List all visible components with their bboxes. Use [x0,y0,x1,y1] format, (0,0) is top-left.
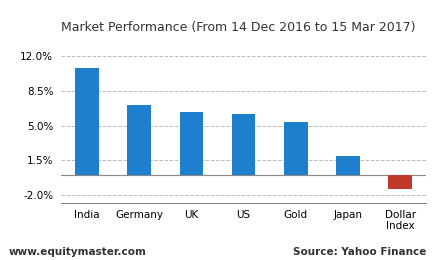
Bar [127,105,151,175]
Text: Source: Yahoo Finance: Source: Yahoo Finance [292,248,425,257]
Bar [388,175,411,189]
Text: Market Performance (From 14 Dec 2016 to 15 Mar 2017): Market Performance (From 14 Dec 2016 to … [61,21,414,34]
Text: www.equitymaster.com: www.equitymaster.com [9,248,146,257]
Bar [75,68,99,175]
Bar [283,122,307,175]
Bar [335,156,359,175]
Bar [231,114,255,175]
Bar [179,112,203,175]
